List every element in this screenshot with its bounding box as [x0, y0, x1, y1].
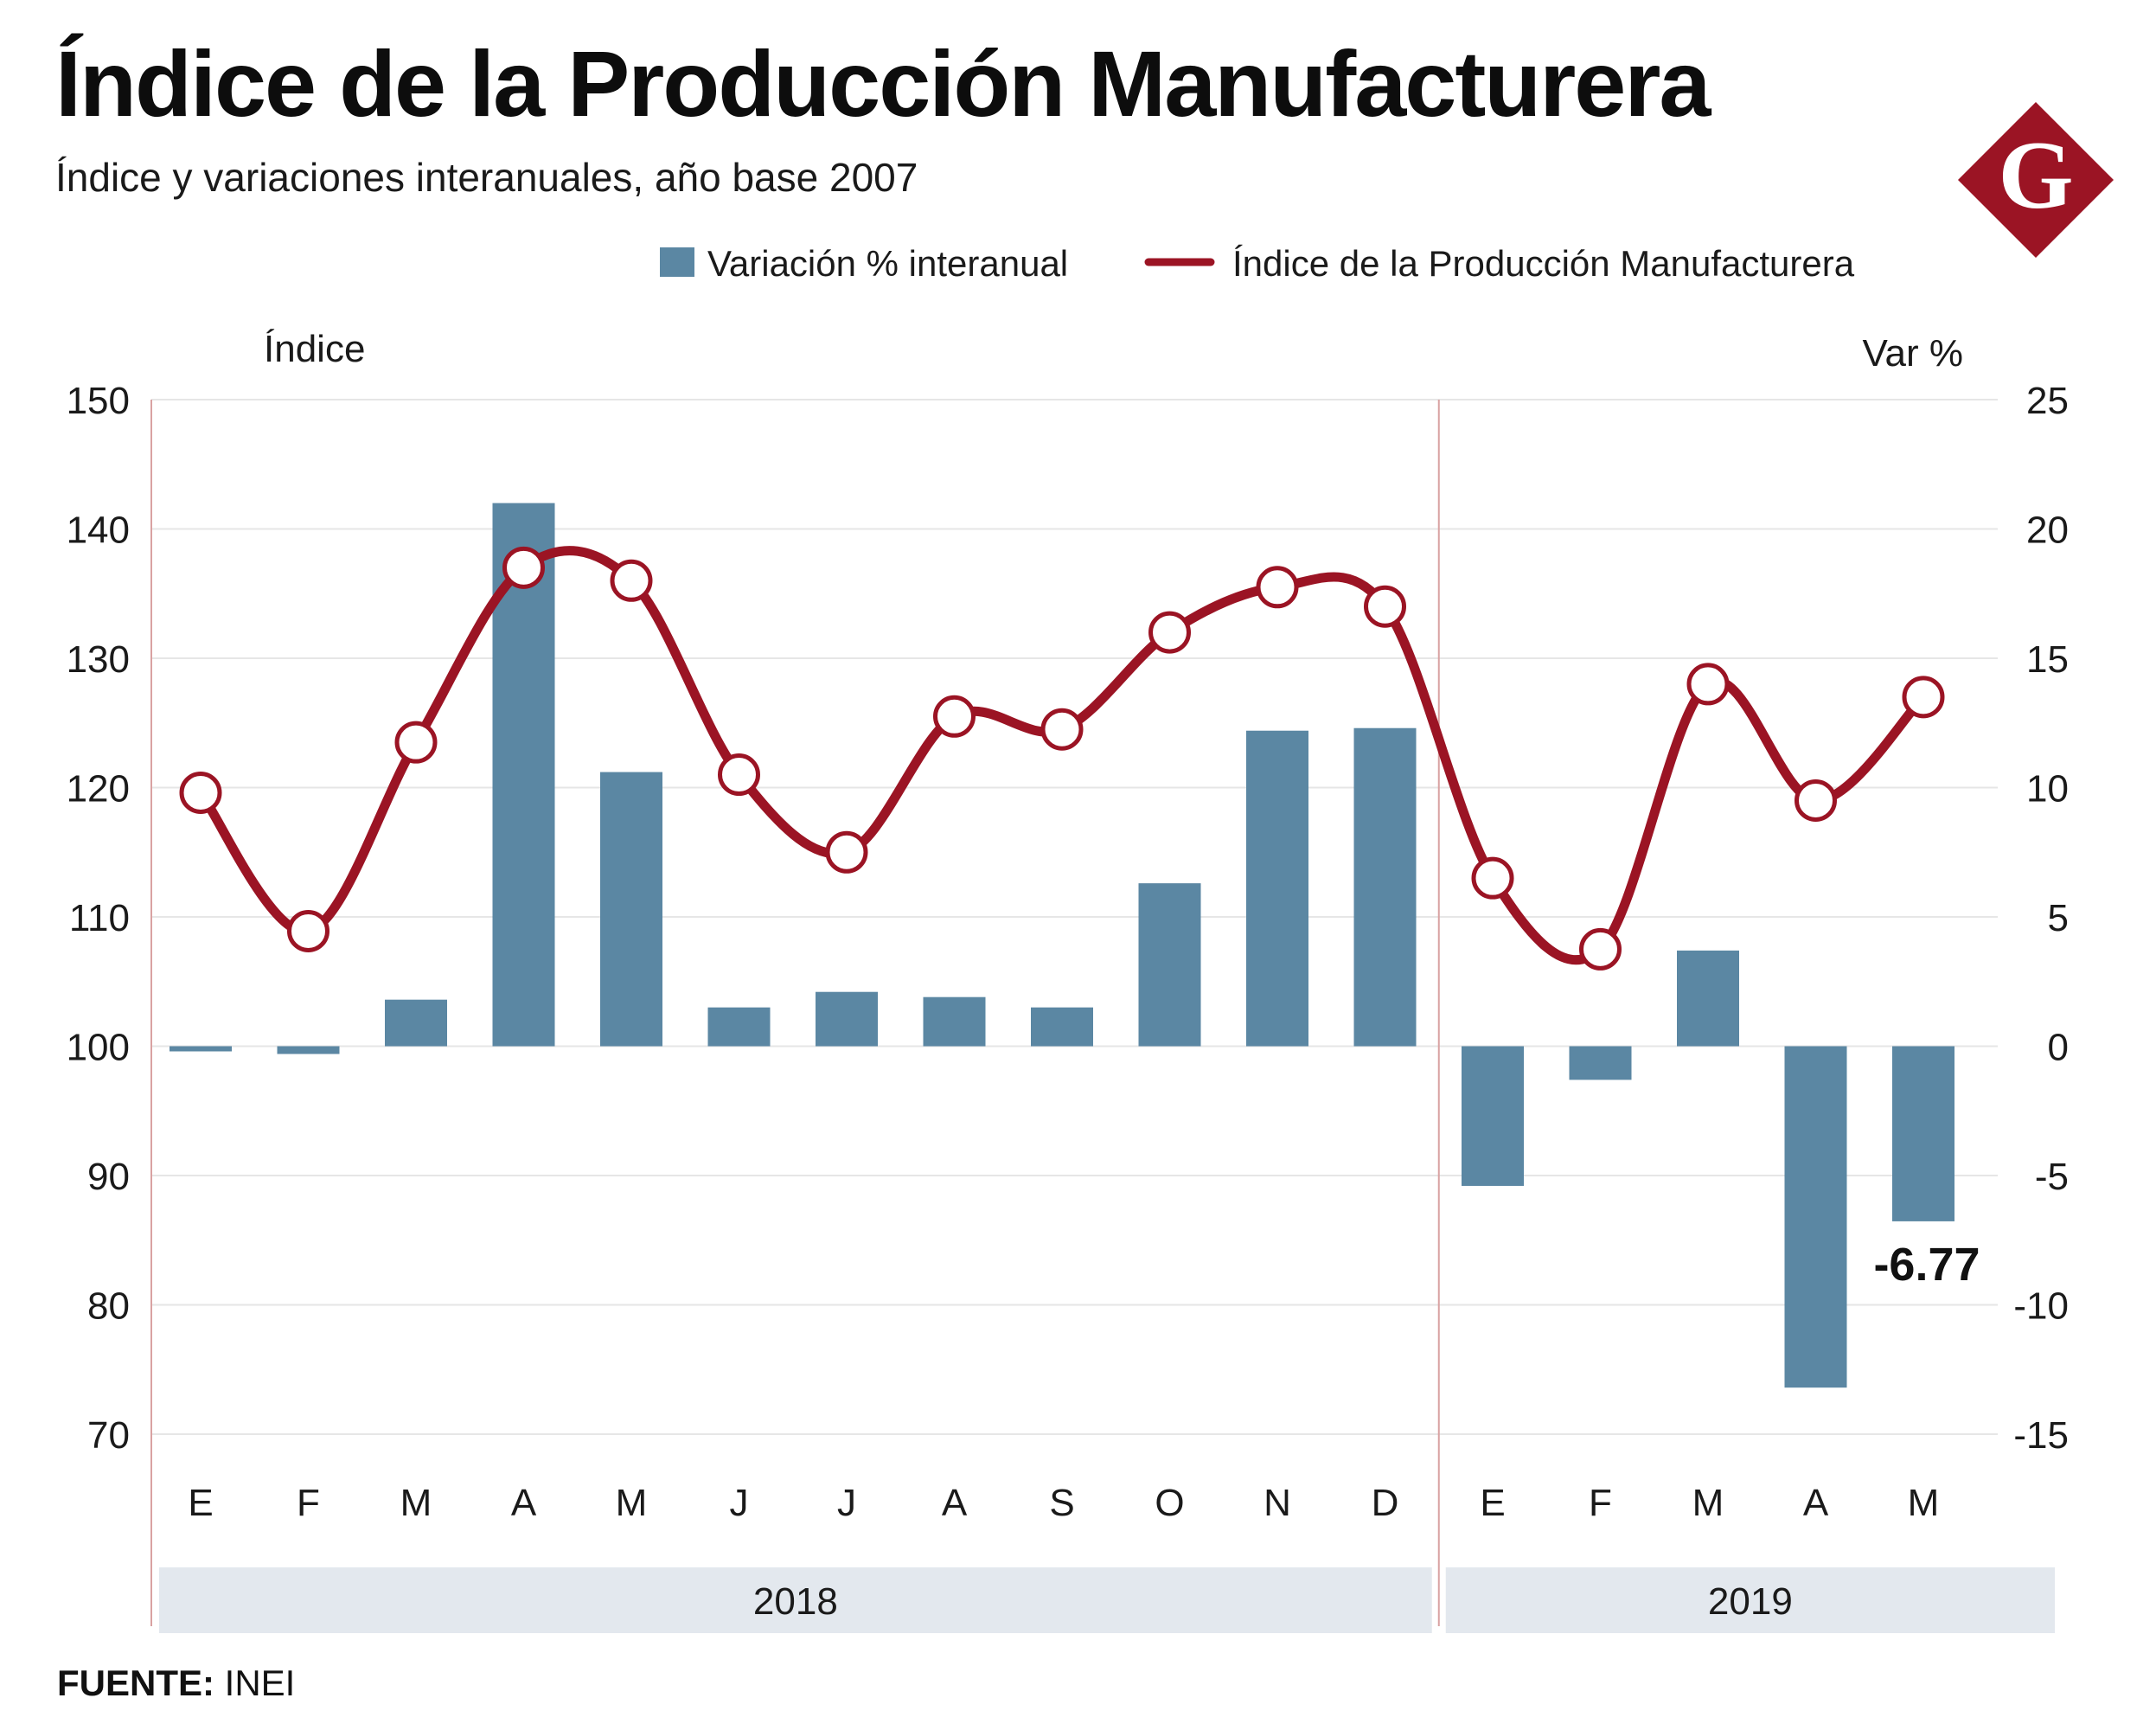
index-point-12	[1471, 856, 1514, 900]
bar-9	[1138, 883, 1201, 1047]
bar-4	[600, 772, 662, 1047]
right-tick-label: -15	[2013, 1414, 2069, 1457]
right-tick-label: 15	[2026, 638, 2069, 681]
x-tick-label: E	[188, 1482, 213, 1524]
left-axis-title: Índice	[264, 328, 365, 370]
index-point-4	[610, 559, 653, 602]
x-tick-label: F	[297, 1482, 320, 1524]
index-point-11	[1364, 585, 1406, 628]
bar-14	[1677, 950, 1739, 1047]
x-tick-label: D	[1372, 1482, 1399, 1524]
index-point-13	[1579, 927, 1622, 971]
left-tick-label: 70	[87, 1414, 130, 1457]
chart-subtitle: Índice y variaciones interanuales, año b…	[55, 155, 918, 200]
x-tick-label: A	[1803, 1482, 1829, 1524]
right-tick-label: -10	[2013, 1285, 2069, 1328]
left-tick-label: 140	[67, 509, 130, 552]
left-tick-label: 100	[67, 1027, 130, 1069]
x-tick-label: J	[730, 1482, 749, 1524]
bar-12	[1462, 1046, 1524, 1186]
index-point-8	[1040, 708, 1084, 751]
bar-0	[170, 1046, 232, 1052]
x-tick-label: A	[511, 1482, 537, 1524]
logo-letter: G	[1998, 122, 2073, 229]
bar-15	[1784, 1046, 1847, 1388]
source-value: INEI	[224, 1663, 296, 1703]
bar-5	[707, 1007, 771, 1047]
right-tick-label: 10	[2026, 768, 2069, 811]
logo-diamond	[1958, 102, 2114, 258]
left-tick-label: 110	[69, 897, 130, 939]
right-axis-title: Var %	[1862, 332, 1963, 375]
annotation-label: -6.77	[1873, 1239, 1980, 1291]
left-tick-label: 90	[87, 1156, 130, 1198]
index-line	[195, 546, 1929, 965]
x-tick-label: N	[1264, 1482, 1291, 1524]
left-tick-label: 130	[67, 638, 130, 681]
brand-logo: G	[1958, 102, 2114, 258]
x-tick-label: F	[1589, 1482, 1612, 1524]
index-point-14	[1686, 663, 1730, 706]
index-point-6	[825, 830, 868, 874]
chart-title: Índice de la Producción Manufacturera	[55, 31, 1711, 136]
index-point-16	[1902, 676, 1945, 719]
index-point-0	[179, 771, 222, 814]
index-point-15	[1795, 778, 1837, 822]
x-tick-label: A	[942, 1482, 968, 1524]
year-label: 2018	[753, 1580, 838, 1623]
x-tick-label: M	[1908, 1482, 1940, 1524]
bar-8	[1031, 1007, 1093, 1047]
bar-7	[923, 996, 986, 1047]
index-point-7	[933, 695, 976, 738]
bar-2	[385, 999, 447, 1047]
year-label: 2019	[1708, 1580, 1793, 1623]
bar-11	[1353, 727, 1417, 1047]
x-tick-label: M	[400, 1482, 432, 1524]
right-tick-label: 5	[2048, 897, 2069, 939]
left-tick-label: 80	[87, 1285, 130, 1328]
right-tick-label: -5	[2035, 1156, 2069, 1198]
legend-bar-label: Variación % interanual	[707, 243, 1068, 284]
index-point-3	[502, 546, 545, 589]
bar-1	[277, 1046, 340, 1054]
bar-13	[1569, 1046, 1632, 1080]
left-tick-label: 150	[67, 380, 130, 422]
source-note: FUENTE: INEI	[57, 1663, 295, 1704]
x-tick-label: E	[1480, 1482, 1505, 1524]
index-point-10	[1256, 566, 1299, 609]
index-point-1	[287, 909, 329, 952]
x-tick-label: S	[1049, 1482, 1074, 1524]
right-tick-label: 20	[2026, 509, 2069, 552]
x-tick-label: M	[1692, 1482, 1724, 1524]
left-tick-label: 120	[67, 768, 130, 811]
x-tick-label: O	[1155, 1482, 1184, 1524]
x-tick-label: M	[616, 1482, 648, 1524]
legend-bar-swatch	[660, 247, 694, 277]
index-point-9	[1148, 611, 1191, 654]
x-tick-label: J	[837, 1482, 856, 1524]
legend-line-label: Índice de la Producción Manufacturera	[1232, 243, 1855, 284]
right-tick-label: 0	[2048, 1027, 2069, 1069]
year-band-2018	[159, 1567, 1432, 1633]
source-label: FUENTE:	[57, 1663, 214, 1703]
year-band-2019	[1445, 1567, 2055, 1633]
right-tick-label: 25	[2026, 380, 2069, 422]
bar-16	[1892, 1046, 1954, 1221]
bar-6	[816, 991, 878, 1047]
index-point-5	[718, 753, 760, 797]
bar-10	[1246, 730, 1308, 1047]
index-point-2	[394, 721, 438, 764]
